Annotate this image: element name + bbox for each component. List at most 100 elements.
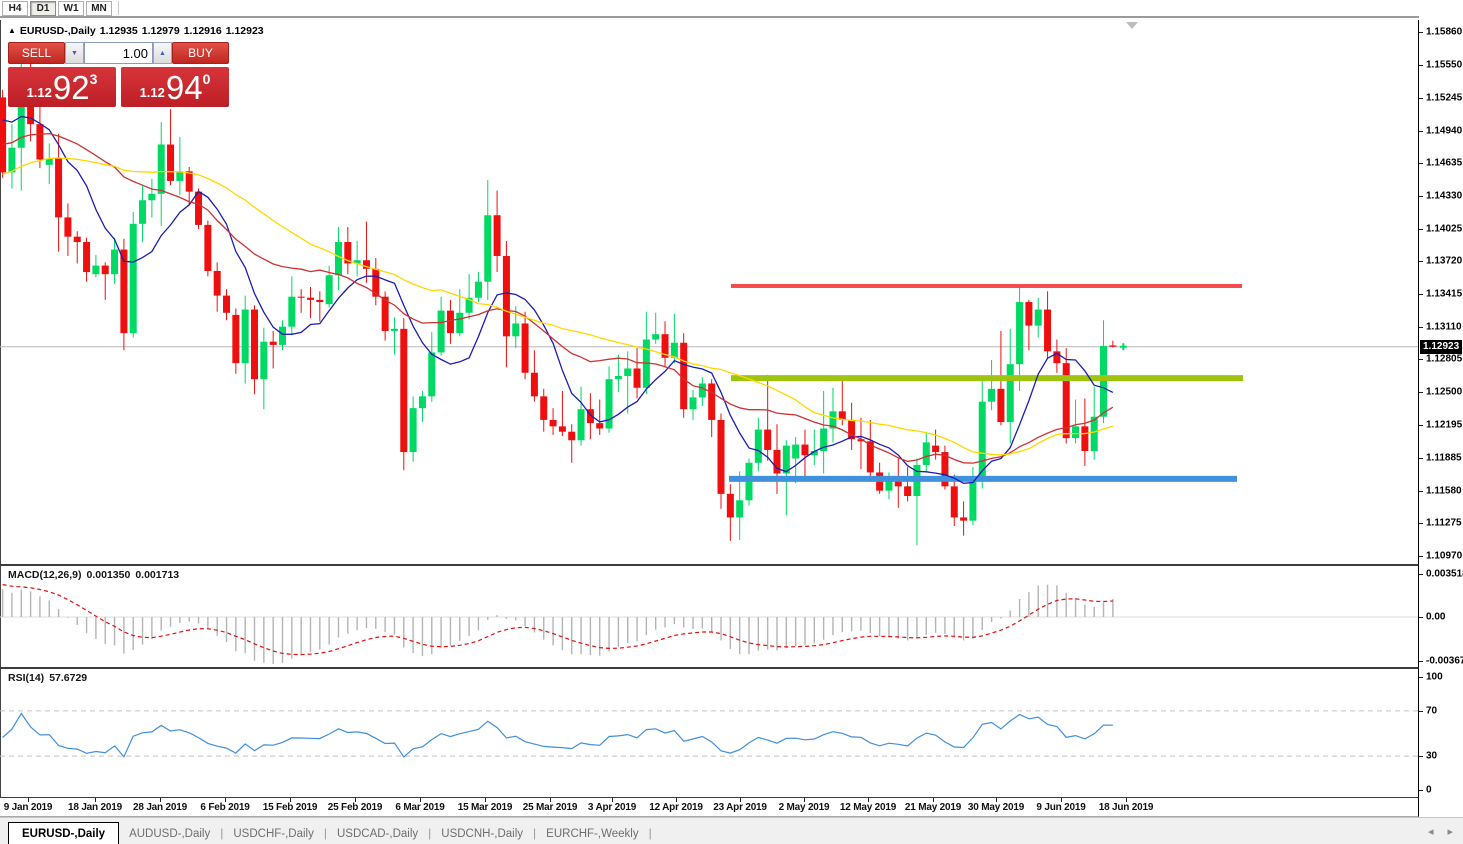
axis-tick [1419, 556, 1423, 557]
macd-signal-line [2, 584, 1113, 656]
date-tick [996, 798, 997, 802]
sell-button[interactable]: SELL [8, 42, 65, 64]
date-tick [290, 798, 291, 802]
volume-decrease-button[interactable]: ▼ [65, 42, 84, 64]
price-axis-label: 1.15860 [1426, 26, 1463, 38]
rsi-line [2, 712, 1113, 758]
tab-divider: | [220, 825, 224, 840]
price-axis-label: 1.15550 [1426, 59, 1463, 71]
timeframe-button-h4[interactable]: H4 [2, 0, 28, 16]
date-label: 28 Jan 2019 [133, 802, 187, 813]
axis-tick [1419, 574, 1423, 575]
date-label: 23 Apr 2019 [713, 802, 767, 813]
autoscroll-triangle-icon[interactable] [1126, 22, 1138, 29]
price-axis-label: 1.11885 [1426, 452, 1462, 464]
date-label: 18 Jan 2019 [68, 802, 122, 813]
axis-tick [1419, 392, 1423, 393]
chart-tab-usdcad[interactable]: USDCAD-,Daily [336, 827, 419, 840]
axis-tick [1419, 65, 1423, 66]
rsi-axis-label: 100 [1426, 671, 1443, 683]
current-price-tag: 1.12923 [1420, 339, 1463, 354]
axis-tick [1419, 756, 1423, 757]
price-axis-label: 1.14940 [1426, 125, 1463, 137]
axis-tick [1419, 711, 1423, 712]
price-axis-label: 1.14330 [1426, 190, 1463, 202]
macd-axis-label: 0.003518 [1426, 568, 1463, 580]
sell-price-display[interactable]: 1.12 92 3 [8, 67, 116, 107]
timeframe-button-w1[interactable]: W1 [58, 0, 84, 16]
date-tick [225, 798, 226, 802]
timeframe-toolbar: H4 D1 W1 MN [0, 0, 1463, 18]
macd-canvas[interactable] [0, 566, 1418, 667]
chart-tab-usdchf[interactable]: USDCHF-,Daily [233, 827, 314, 840]
date-tick [550, 798, 551, 802]
ohlc-open: 1.12935 [99, 25, 138, 37]
buy-price-display[interactable]: 1.12 94 0 [121, 67, 229, 107]
price-axis-label: 1.12805 [1426, 353, 1463, 365]
buy-button[interactable]: BUY [172, 42, 229, 64]
axis-tick [1419, 327, 1423, 328]
chart-tab-usdcnh[interactable]: USDCNH-,Daily [441, 827, 524, 840]
ohlc-close: 1.12923 [225, 25, 264, 37]
axis-tick [1419, 294, 1423, 295]
rsi-label: RSI(14) 57.6729 [8, 672, 88, 684]
axis-tick [1419, 677, 1423, 678]
volume-input[interactable] [84, 42, 153, 64]
tab-scroll-arrows: ◂ ▸ [1428, 825, 1453, 838]
price-axis-label: 1.10970 [1426, 550, 1463, 562]
axis-tick [1419, 32, 1423, 33]
axis-tick [1419, 359, 1423, 360]
timeframe-button-mn[interactable]: MN [86, 0, 112, 16]
date-label: 21 May 2019 [904, 802, 962, 813]
rsi-axis-label: 70 [1426, 705, 1438, 717]
date-label: 6 Feb 2019 [200, 802, 250, 813]
rsi-canvas[interactable] [0, 669, 1418, 797]
chart-tab-audusd[interactable]: AUDUSD-,Daily [129, 827, 211, 840]
axis-tick [1419, 425, 1423, 426]
macd-indicator-pane[interactable]: MACD(12,26,9) 0.001350 0.001713 [0, 566, 1419, 669]
pivot-line[interactable] [731, 375, 1243, 382]
support-line[interactable] [729, 475, 1237, 482]
chart-title: ▲ EURUSD-,Daily 1.12935 1.12979 1.12916 1.129… [8, 25, 268, 37]
timeframe-button-d1[interactable]: D1 [30, 0, 56, 16]
price-axis-label: 1.15245 [1426, 92, 1463, 104]
price-axis-label: 1.14025 [1426, 223, 1463, 235]
rsi-axis-label: 0 [1426, 784, 1432, 796]
sell-price-big: 92 [52, 68, 90, 106]
axis-tick [1419, 523, 1423, 524]
macd-axis-label: 0.00 [1426, 611, 1446, 623]
main-chart-pane[interactable]: ▲ EURUSD-,Daily 1.12935 1.12979 1.12916 1.129… [0, 20, 1419, 566]
resistance-line[interactable] [731, 283, 1242, 288]
chart-tab-eurchf[interactable]: EURCHF-,Weekly [546, 827, 639, 840]
price-axis[interactable]: 1.15860 1.15550 1.15245 1.14940 1.14635 1.143… [1419, 0, 1463, 817]
date-label: 2 May 2019 [778, 802, 830, 813]
date-label: 12 Apr 2019 [649, 802, 703, 813]
date-label: 6 Mar 2019 [395, 802, 445, 813]
last-price-marker [1119, 343, 1127, 351]
rsi-axis-label: 30 [1426, 750, 1438, 762]
price-axis-label: 1.13720 [1426, 255, 1463, 267]
chart-tab-eurusd[interactable]: EURUSD-,Daily [8, 822, 120, 844]
chart-symbol: EURUSD-,Daily [19, 25, 96, 37]
sell-price-prefix: 1.12 [26, 85, 52, 100]
date-tick [612, 798, 613, 802]
date-axis[interactable]: 9 Jan 2019 18 Jan 2019 28 Jan 2019 6 Feb 20… [0, 798, 1419, 817]
tab-divider: | [648, 825, 652, 840]
price-chart-canvas[interactable] [0, 20, 1418, 564]
price-axis-label: 1.12195 [1426, 419, 1463, 431]
axis-tick [1419, 163, 1423, 164]
price-axis-label: 1.13415 [1426, 288, 1463, 300]
macd-value-main: 0.001350 [86, 569, 131, 581]
ma-mid-line [2, 132, 1114, 464]
date-label: 3 Apr 2019 [587, 802, 637, 813]
rsi-indicator-pane[interactable]: RSI(14) 57.6729 [0, 669, 1419, 798]
axis-tick [1419, 229, 1423, 230]
collapse-icon[interactable]: ▲ [8, 26, 16, 35]
tab-scroll-right-icon[interactable]: ▸ [1447, 825, 1453, 838]
tab-divider: | [323, 825, 327, 840]
date-tick [420, 798, 421, 802]
tab-scroll-left-icon[interactable]: ◂ [1427, 825, 1434, 838]
volume-increase-button[interactable]: ▲ [153, 42, 172, 64]
price-axis-label: 1.12500 [1426, 386, 1463, 398]
date-tick [676, 798, 677, 802]
